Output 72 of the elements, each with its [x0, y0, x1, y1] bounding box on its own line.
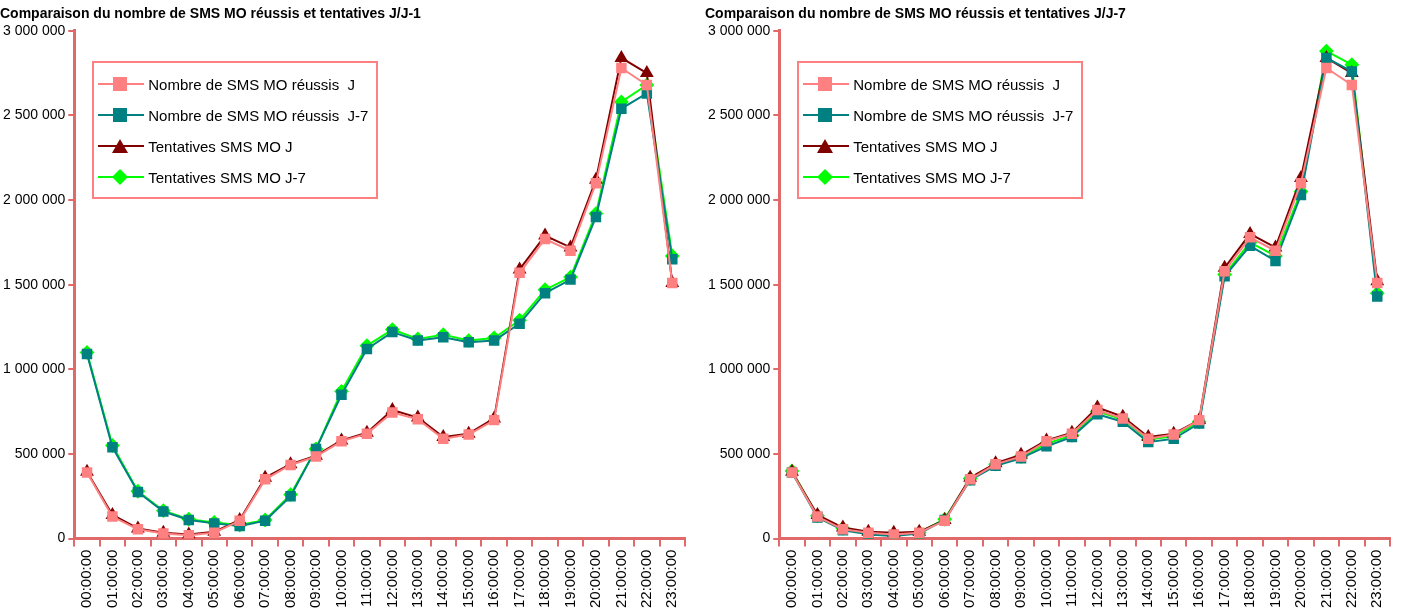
- x-tick-label: 15:00:00: [1163, 549, 1181, 608]
- x-tick-label: 20:00:00: [1291, 549, 1309, 608]
- x-tick-label: 06:00:00: [229, 549, 247, 608]
- x-tick-label: 18:00:00: [535, 549, 553, 608]
- x-tick-label: 16:00:00: [1189, 549, 1207, 608]
- x-tick-label: 12:00:00: [1087, 549, 1105, 608]
- x-tick-label: 18:00:00: [1240, 549, 1258, 608]
- x-tick-label: 08:00:00: [280, 549, 298, 608]
- x-tick-label: 23:00:00: [1367, 549, 1385, 608]
- legend-label: Tentatives SMS MO J-7: [148, 168, 306, 186]
- x-tick-label: 23:00:00: [662, 549, 680, 608]
- x-tick-label: 13:00:00: [1112, 549, 1130, 608]
- legend-label: Nombre de SMS MO réussis J-7: [148, 106, 369, 124]
- x-tick-label: 14:00:00: [433, 549, 451, 608]
- y-tick-label: 3 000 000: [707, 21, 771, 38]
- x-tick-label: 17:00:00: [509, 549, 527, 608]
- x-tick-label: 17:00:00: [1214, 549, 1232, 608]
- y-tick-label: 1 500 000: [2, 275, 66, 292]
- x-tick-label: 09:00:00: [1011, 549, 1029, 608]
- x-tick-label: 22:00:00: [636, 549, 654, 608]
- x-tick-label: 19:00:00: [1265, 549, 1283, 608]
- legend-label: Nombre de SMS MO réussis J: [148, 75, 355, 93]
- legend-label: Nombre de SMS MO réussis J-7: [853, 106, 1074, 124]
- y-tick-label: 1 000 000: [2, 360, 66, 377]
- chart-title: Comparaison du nombre de SMS MO réussis et tentatives J/J-1: [0, 5, 422, 22]
- x-tick-label: 20:00:00: [586, 549, 604, 608]
- y-tick-label: 500 000: [14, 444, 66, 461]
- x-tick-label: 05:00:00: [204, 549, 222, 608]
- x-tick-label: 02:00:00: [128, 549, 146, 608]
- x-tick-label: 15:00:00: [458, 549, 476, 608]
- x-tick-label: 19:00:00: [560, 549, 578, 608]
- y-tick-label: 500 000: [719, 444, 771, 461]
- x-tick-label: 05:00:00: [909, 549, 927, 608]
- x-tick-label: 06:00:00: [934, 549, 952, 608]
- x-tick-label: 12:00:00: [382, 549, 400, 608]
- x-tick-label: 02:00:00: [833, 549, 851, 608]
- x-tick-label: 11:00:00: [1062, 549, 1080, 607]
- y-tick-label: 2 000 000: [707, 190, 771, 207]
- y-tick-label: 0: [762, 529, 771, 546]
- y-tick-label: 0: [57, 529, 66, 546]
- x-tick-label: 07:00:00: [960, 549, 978, 608]
- y-tick-label: 1 000 000: [707, 360, 771, 377]
- x-tick-label: 00:00:00: [77, 549, 95, 608]
- x-tick-label: 03:00:00: [858, 549, 876, 608]
- y-tick-label: 2 000 000: [2, 190, 66, 207]
- x-tick-label: 10:00:00: [1036, 549, 1054, 608]
- x-tick-label: 11:00:00: [357, 549, 375, 607]
- x-tick-label: 14:00:00: [1138, 549, 1156, 608]
- x-tick-label: 21:00:00: [611, 549, 629, 608]
- legend-label: Tentatives SMS MO J: [148, 137, 293, 155]
- x-tick-label: 13:00:00: [407, 549, 425, 608]
- x-tick-label: 22:00:00: [1341, 549, 1359, 608]
- x-tick-label: 04:00:00: [883, 549, 901, 608]
- x-tick-label: 21:00:00: [1316, 549, 1334, 608]
- y-tick-label: 1 500 000: [707, 275, 771, 292]
- x-tick-label: 16:00:00: [484, 549, 502, 608]
- x-tick-label: 07:00:00: [255, 549, 273, 608]
- x-tick-label: 01:00:00: [102, 549, 120, 608]
- x-tick-label: 00:00:00: [782, 549, 800, 608]
- legend-label: Tentatives SMS MO J: [853, 137, 998, 155]
- legend-label: Nombre de SMS MO réussis J: [853, 75, 1060, 93]
- y-tick-label: 3 000 000: [2, 21, 66, 38]
- y-tick-label: 2 500 000: [707, 106, 771, 123]
- x-tick-label: 04:00:00: [178, 549, 196, 608]
- y-tick-label: 2 500 000: [2, 106, 66, 123]
- chart-title: Comparaison du nombre de SMS MO réussis et tentatives J/J-7: [705, 5, 1127, 22]
- legend-label: Tentatives SMS MO J-7: [853, 168, 1011, 186]
- x-tick-label: 03:00:00: [153, 549, 171, 608]
- x-tick-label: 08:00:00: [985, 549, 1003, 608]
- x-tick-label: 01:00:00: [807, 549, 825, 608]
- x-tick-label: 10:00:00: [331, 549, 349, 608]
- x-tick-label: 09:00:00: [306, 549, 324, 608]
